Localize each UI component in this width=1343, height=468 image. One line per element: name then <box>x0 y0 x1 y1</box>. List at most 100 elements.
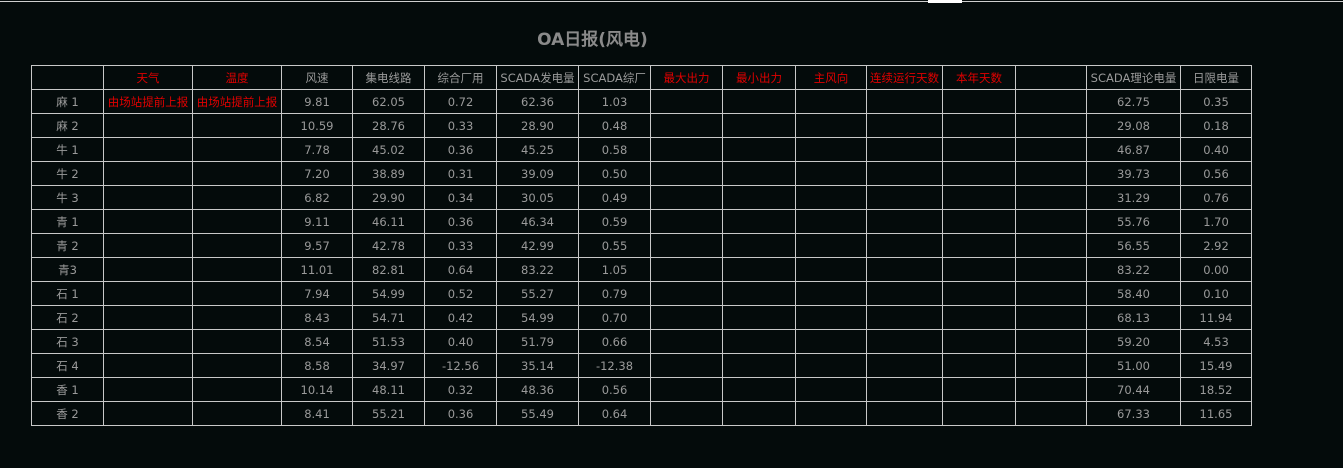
table-cell: 0.18 <box>1180 113 1252 138</box>
table-cell: 11.65 <box>1180 401 1252 426</box>
table-cell <box>1015 257 1087 282</box>
table-cell <box>942 257 1016 282</box>
table-cell: 31.29 <box>1086 185 1181 210</box>
table-cell: 1.05 <box>578 257 651 282</box>
table-cell <box>866 401 943 426</box>
table-cell: 0.36 <box>424 401 497 426</box>
table-cell <box>192 233 282 258</box>
table-cell <box>795 353 867 378</box>
table-cell: 45.25 <box>496 137 579 162</box>
table-cell <box>866 185 943 210</box>
table-cell: 0.64 <box>578 401 651 426</box>
table-cell: 0.64 <box>424 257 497 282</box>
table-cell: 6.82 <box>281 185 353 210</box>
table-cell <box>103 209 193 234</box>
table-cell <box>192 353 282 378</box>
table-cell <box>722 233 796 258</box>
column-header: 综合厂用 <box>424 65 497 90</box>
table-cell: 0.55 <box>578 233 651 258</box>
table-cell: 0.70 <box>578 305 651 330</box>
table-cell <box>650 401 723 426</box>
table-cell <box>942 305 1016 330</box>
table-cell <box>103 329 193 354</box>
table-row: 牛 1 7.78 45.02 0.36 45.25 0.58 46.87 0.40 <box>31 137 1252 162</box>
table-cell <box>866 233 943 258</box>
column-header: SCADA理论电量 <box>1086 65 1181 90</box>
table-cell <box>942 401 1016 426</box>
table-cell <box>103 281 193 306</box>
row-label: 香 1 <box>31 377 104 402</box>
table-cell: 0.56 <box>578 377 651 402</box>
table-cell: 由场站提前上报 <box>103 89 193 114</box>
table-cell <box>1015 185 1087 210</box>
table-cell: 29.08 <box>1086 113 1181 138</box>
table-cell: 62.36 <box>496 89 579 114</box>
table-cell: 55.49 <box>496 401 579 426</box>
table-cell <box>192 113 282 138</box>
table-cell <box>192 305 282 330</box>
table-cell: 9.11 <box>281 209 353 234</box>
row-label: 青 2 <box>31 233 104 258</box>
table-cell <box>103 353 193 378</box>
table-cell <box>192 401 282 426</box>
table-cell <box>103 137 193 162</box>
table-cell <box>103 401 193 426</box>
table-cell <box>722 305 796 330</box>
table-cell <box>795 233 867 258</box>
column-header: 温度 <box>192 65 282 90</box>
table-cell <box>722 401 796 426</box>
table-cell <box>1015 353 1087 378</box>
table-cell: 28.90 <box>496 113 579 138</box>
table-cell: 7.94 <box>281 281 353 306</box>
table-cell <box>942 89 1016 114</box>
table-cell: 0.40 <box>1180 137 1252 162</box>
header-row: 天气 温度 风速 集电线路 综合厂用 SCADA发电量 SCADA综厂 最大出力 最小出力 主风向… <box>31 65 1252 90</box>
table-cell: 0.34 <box>424 185 497 210</box>
top-marker <box>928 0 962 3</box>
table-cell: 0.36 <box>424 209 497 234</box>
table-cell: 39.73 <box>1086 161 1181 186</box>
table-cell: 11.94 <box>1180 305 1252 330</box>
table-cell <box>722 281 796 306</box>
table-cell <box>795 113 867 138</box>
table-cell: 1.03 <box>578 89 651 114</box>
table-cell: 2.92 <box>1180 233 1252 258</box>
table-cell: 0.72 <box>424 89 497 114</box>
table-cell <box>942 209 1016 234</box>
table-cell: 由场站提前上报 <box>192 89 282 114</box>
table-cell: 67.33 <box>1086 401 1181 426</box>
table-cell: 62.75 <box>1086 89 1181 114</box>
column-header: 连续运行天数 <box>866 65 943 90</box>
table-cell: 42.99 <box>496 233 579 258</box>
table-cell: 0.52 <box>424 281 497 306</box>
table-cell: 54.71 <box>352 305 425 330</box>
table-cell <box>866 377 943 402</box>
table-cell <box>650 329 723 354</box>
table-cell: 54.99 <box>352 281 425 306</box>
row-label: 香 2 <box>31 401 104 426</box>
top-border <box>0 1 1343 2</box>
table-cell: 0.35 <box>1180 89 1252 114</box>
table-cell <box>795 401 867 426</box>
table-cell: 51.53 <box>352 329 425 354</box>
table-cell <box>650 161 723 186</box>
table-cell: 0.00 <box>1180 257 1252 282</box>
table-cell: 0.48 <box>578 113 651 138</box>
table-cell <box>866 257 943 282</box>
row-label: 牛 3 <box>31 185 104 210</box>
table-cell: 39.09 <box>496 161 579 186</box>
table-cell <box>722 377 796 402</box>
table-cell: 58.40 <box>1086 281 1181 306</box>
table-cell <box>795 137 867 162</box>
table-cell <box>650 233 723 258</box>
table-cell <box>866 353 943 378</box>
table-cell <box>103 233 193 258</box>
table-cell: 4.53 <box>1180 329 1252 354</box>
table-cell: 29.90 <box>352 185 425 210</box>
table-cell: 55.27 <box>496 281 579 306</box>
column-header: 日限电量 <box>1180 65 1252 90</box>
table-cell <box>650 305 723 330</box>
column-header: 天气 <box>103 65 193 90</box>
table-cell: 8.54 <box>281 329 353 354</box>
row-label: 青 1 <box>31 209 104 234</box>
